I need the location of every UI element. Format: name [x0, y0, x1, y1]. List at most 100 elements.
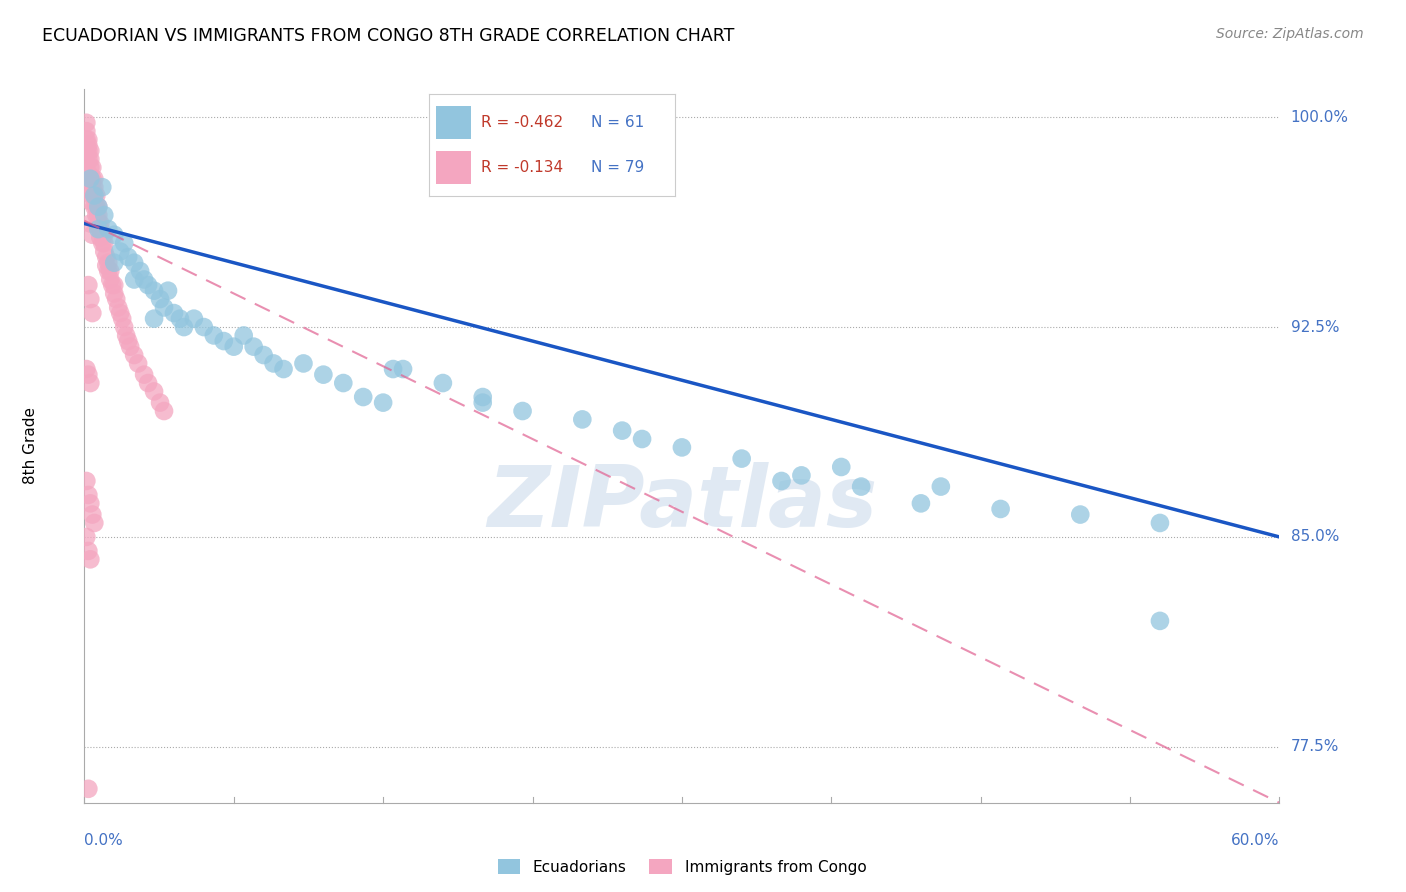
Point	[75, 124, 97, 138]
Point	[77, 171, 100, 186]
Text: ZIPatlas: ZIPatlas	[486, 461, 877, 545]
Point	[110, 244, 132, 259]
Text: N = 79: N = 79	[591, 160, 644, 175]
Point	[107, 301, 129, 315]
Point	[929, 479, 952, 493]
Point	[849, 479, 872, 493]
Point	[89, 222, 111, 236]
Point	[273, 362, 295, 376]
Point	[87, 208, 110, 222]
Point	[143, 284, 166, 298]
FancyBboxPatch shape	[436, 106, 471, 139]
Point	[82, 171, 104, 186]
Point	[117, 334, 139, 348]
Point	[990, 502, 1012, 516]
Point	[512, 404, 534, 418]
Point	[75, 530, 97, 544]
Point	[98, 264, 121, 278]
Point	[212, 334, 235, 348]
Point	[75, 116, 97, 130]
Point	[193, 320, 215, 334]
Point	[770, 474, 793, 488]
Point	[471, 395, 494, 409]
Point	[103, 278, 125, 293]
Point	[79, 171, 101, 186]
Point	[91, 236, 114, 251]
Point	[82, 306, 104, 320]
Text: ECUADORIAN VS IMMIGRANTS FROM CONGO 8TH GRADE CORRELATION CHART: ECUADORIAN VS IMMIGRANTS FROM CONGO 8TH …	[42, 27, 734, 45]
Point	[75, 132, 97, 146]
Point	[169, 311, 191, 326]
Point	[120, 340, 142, 354]
Text: 0.0%: 0.0%	[84, 833, 124, 848]
Point	[129, 264, 152, 278]
Point	[432, 376, 454, 390]
Point	[77, 138, 100, 153]
Point	[96, 250, 118, 264]
Point	[77, 544, 100, 558]
Point	[82, 180, 104, 194]
Point	[93, 244, 115, 259]
Point	[77, 132, 100, 146]
Point	[103, 286, 125, 301]
Point	[153, 301, 176, 315]
Point	[263, 356, 285, 370]
Point	[75, 144, 97, 158]
Point	[79, 152, 101, 166]
Text: 92.5%: 92.5%	[1291, 319, 1339, 334]
Point	[312, 368, 335, 382]
Point	[103, 227, 125, 242]
Point	[830, 460, 852, 475]
Point	[101, 278, 124, 293]
Point	[132, 368, 156, 382]
Point	[79, 552, 101, 566]
Point	[103, 256, 125, 270]
Point	[631, 432, 654, 446]
Point	[89, 217, 111, 231]
Point	[83, 516, 105, 530]
Point	[471, 390, 494, 404]
Point	[371, 395, 394, 409]
Point	[77, 488, 100, 502]
Point	[202, 328, 225, 343]
Point	[77, 781, 100, 796]
Point	[143, 311, 166, 326]
Point	[671, 441, 693, 455]
Point	[1149, 516, 1171, 530]
Point	[89, 230, 111, 244]
Point	[149, 395, 172, 409]
Point	[790, 468, 813, 483]
Point	[110, 306, 132, 320]
Point	[183, 311, 205, 326]
Point	[79, 171, 101, 186]
Point	[77, 278, 100, 293]
Point	[82, 508, 104, 522]
Point	[77, 144, 100, 158]
Point	[97, 256, 120, 270]
Point	[87, 200, 110, 214]
Point	[79, 194, 101, 208]
Point	[83, 200, 105, 214]
Point	[79, 144, 101, 158]
Point	[910, 496, 932, 510]
Point	[122, 256, 145, 270]
Point	[86, 208, 108, 222]
Point	[232, 328, 254, 343]
Point	[222, 340, 245, 354]
Point	[127, 356, 149, 370]
Point	[93, 236, 115, 251]
Point	[111, 311, 134, 326]
Point	[79, 217, 101, 231]
Text: 100.0%: 100.0%	[1291, 110, 1348, 125]
Point	[83, 171, 105, 186]
Point	[610, 424, 633, 438]
Point	[79, 161, 101, 175]
Point	[122, 272, 145, 286]
Point	[91, 180, 114, 194]
Point	[143, 384, 166, 399]
Legend: Ecuadorians, Immigrants from Congo: Ecuadorians, Immigrants from Congo	[491, 853, 873, 880]
Point	[731, 451, 754, 466]
Point	[96, 259, 118, 273]
Point	[79, 496, 101, 510]
Point	[1069, 508, 1091, 522]
